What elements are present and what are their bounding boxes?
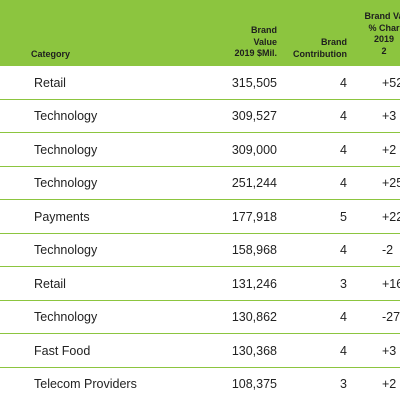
cell-category: Technology <box>34 143 98 157</box>
table-row: Telecom Providers 108,375 3 +2 <box>0 368 400 400</box>
cell-percent-change: +3 <box>382 344 397 358</box>
table-row: Retail 315,505 4 +52 <box>0 67 400 100</box>
cell-category: Technology <box>34 176 98 190</box>
table-row: Technology 309,000 4 +2 <box>0 134 400 167</box>
cell-percent-change: +22 <box>382 210 400 224</box>
cell-brand-contribution: 4 <box>340 109 347 123</box>
cell-percent-change: +52 <box>382 76 400 90</box>
cell-brand-contribution: 5 <box>340 210 347 224</box>
table-row: Retail 131,246 3 +16 <box>0 268 400 301</box>
cell-brand-value: 108,375 <box>231 377 277 391</box>
header-category: Category <box>31 49 71 59</box>
header-percent-change-line: 2019 <box>373 34 395 44</box>
cell-category: Retail <box>34 76 66 90</box>
cell-percent-change: +25 <box>382 176 400 190</box>
cell-category: Technology <box>34 310 98 324</box>
cell-percent-change: -27 <box>382 310 400 324</box>
cell-brand-contribution: 4 <box>340 76 347 90</box>
cell-brand-contribution: 4 <box>340 310 347 324</box>
header-brand-value-line: Brand <box>250 25 277 35</box>
cell-brand-contribution: 3 <box>340 277 347 291</box>
cell-percent-change: +2 <box>382 143 397 157</box>
table-header: Category Brand Value 2019 $Mil. Brand Co… <box>0 0 400 66</box>
cell-brand-contribution: 3 <box>340 377 347 391</box>
header-brand-value-line: 2019 $Mil. <box>234 48 277 58</box>
header-percent-change: Brand Va % Char 2019 2 <box>354 11 400 57</box>
header-brand-contribution: Brand Contribution <box>293 37 347 60</box>
cell-brand-value: 315,505 <box>231 76 277 90</box>
table-row: Technology 309,527 4 +3 <box>0 100 400 133</box>
header-brand-contribution-line: Contribution <box>293 48 347 59</box>
cell-brand-contribution: 4 <box>340 344 347 358</box>
cell-category: Technology <box>34 109 98 123</box>
cell-percent-change: +16 <box>382 277 400 291</box>
table-row: Technology 251,244 4 +25 <box>0 167 400 200</box>
header-brand-contribution-line: Brand <box>320 37 347 47</box>
header-brand-value-line: Value <box>253 36 277 47</box>
cell-brand-value: 177,918 <box>231 210 277 224</box>
cell-category: Fast Food <box>34 344 91 358</box>
cell-brand-value: 131,246 <box>231 277 277 291</box>
header-percent-change-line: Brand Va <box>364 11 400 21</box>
cell-brand-contribution: 4 <box>340 143 347 157</box>
table-row: Technology 130,862 4 -27 <box>0 301 400 334</box>
cell-brand-value: 130,368 <box>231 344 277 358</box>
cell-brand-value: 309,000 <box>231 143 277 157</box>
cell-category: Payments <box>34 210 90 224</box>
header-percent-change-line: % Char <box>368 22 400 33</box>
cell-category: Telecom Providers <box>34 377 137 391</box>
cell-brand-value: 251,244 <box>231 176 277 190</box>
cell-category: Retail <box>34 277 66 291</box>
cell-brand-value: 309,527 <box>231 109 277 123</box>
table-row: Payments 177,918 5 +22 <box>0 201 400 234</box>
cell-percent-change: +3 <box>382 109 397 123</box>
cell-brand-value: 130,862 <box>231 310 277 324</box>
cell-percent-change: -2 <box>382 243 394 257</box>
cell-brand-contribution: 4 <box>340 243 347 257</box>
header-percent-change-line: 2 <box>381 45 387 56</box>
cell-percent-change: +2 <box>382 377 397 391</box>
cell-category: Technology <box>34 243 98 257</box>
table-row: Fast Food 130,368 4 +3 <box>0 335 400 368</box>
cell-brand-contribution: 4 <box>340 176 347 190</box>
table-row: Technology 158,968 4 -2 <box>0 234 400 267</box>
cell-brand-value: 158,968 <box>231 243 277 257</box>
header-brand-value: Brand Value 2019 $Mil. <box>234 25 277 60</box>
